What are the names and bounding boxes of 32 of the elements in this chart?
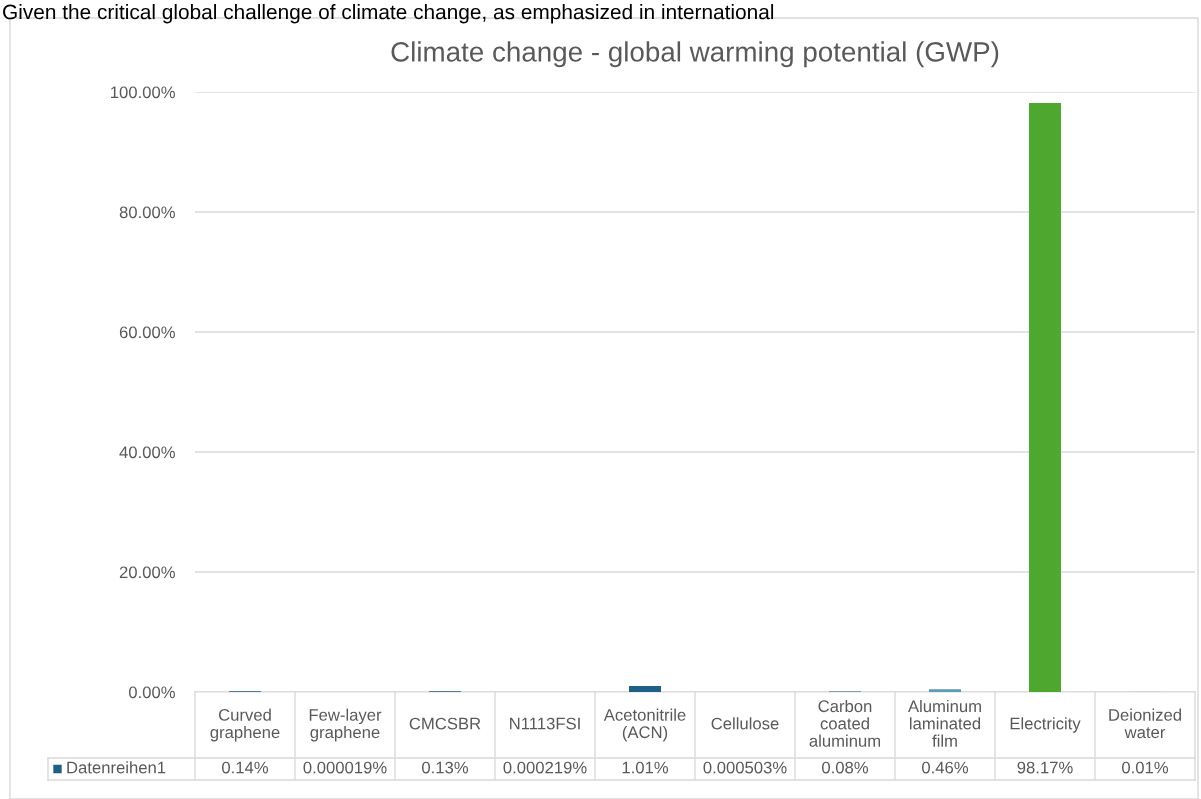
y-tick-label: 80.00% bbox=[119, 206, 175, 219]
data-label: 0.01% bbox=[1122, 761, 1169, 774]
x-tick-label: Electricity bbox=[1010, 717, 1081, 733]
bar bbox=[629, 685, 661, 692]
data-label: 0.13% bbox=[422, 761, 469, 774]
data-label: 0.000503% bbox=[703, 761, 787, 774]
x-tick-label: Deionized water bbox=[1109, 708, 1181, 739]
y-tick-label: 0.00% bbox=[128, 686, 175, 699]
y-tick-label: 20.00% bbox=[119, 566, 175, 579]
x-tick-label: N1113FSI bbox=[510, 717, 580, 730]
y-tick-label: 40.00% bbox=[119, 446, 175, 459]
x-tick-label: Acetonitrile (ACN) bbox=[603, 708, 686, 742]
legend-label: Datenreihen1 bbox=[67, 761, 166, 774]
x-tick-label: Carbon coated aluminum bbox=[809, 699, 881, 747]
data-label: 0.000219% bbox=[503, 761, 587, 774]
data-label: 0.000019% bbox=[303, 761, 387, 774]
x-tick-label: Curved graphene bbox=[210, 708, 280, 742]
data-label: 0.08% bbox=[822, 761, 869, 774]
data-label: 0.46% bbox=[922, 761, 969, 774]
data-label: 98.17% bbox=[1017, 761, 1073, 774]
y-tick-label: 100.00% bbox=[111, 86, 175, 99]
x-tick-label: CMCSBR bbox=[409, 717, 481, 730]
x-tick-label: Aluminum laminated film bbox=[907, 699, 981, 747]
y-tick-label: 60.00% bbox=[119, 326, 175, 339]
bar bbox=[1029, 102, 1061, 692]
x-tick-label: Cellulose bbox=[711, 717, 779, 730]
bar bbox=[929, 689, 961, 692]
data-label: 1.01% bbox=[622, 761, 669, 774]
chart-title: Climate change - global warming potential (GWP) bbox=[391, 41, 999, 68]
data-label: 0.14% bbox=[222, 761, 269, 774]
text: Given the critical global challenge of climate change, as emphasized in international bbox=[3, 4, 774, 24]
x-tick-label: Few-layer graphene bbox=[309, 708, 382, 742]
